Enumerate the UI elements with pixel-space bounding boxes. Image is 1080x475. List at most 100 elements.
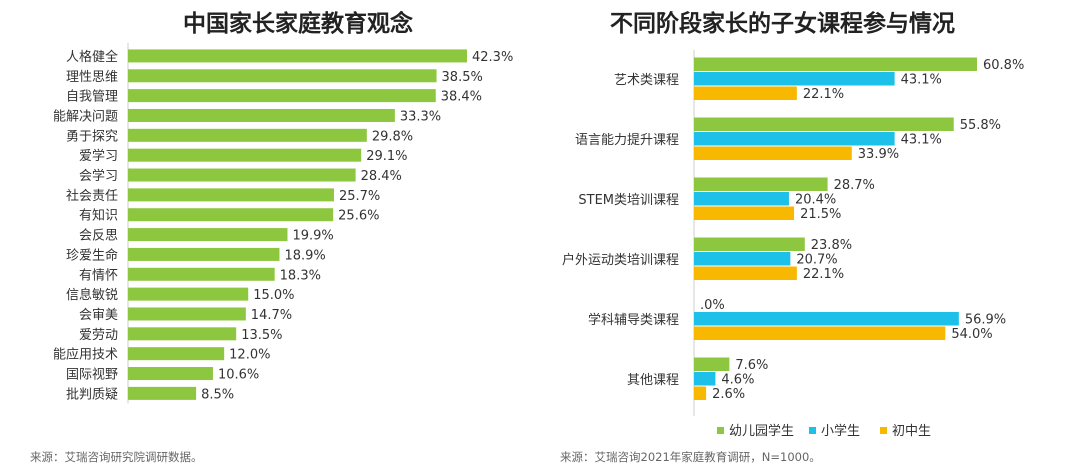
bar (694, 206, 795, 220)
data-label: 29.8% (372, 129, 413, 144)
bar (694, 146, 852, 160)
bar (128, 89, 436, 103)
bar (128, 168, 356, 182)
category-label: 会学习 (79, 168, 118, 184)
bar (694, 57, 977, 71)
data-label: 8.5% (201, 387, 234, 402)
category-label: 理性思维 (66, 70, 118, 85)
data-label: 43.1% (901, 73, 942, 88)
category-label: 勇于探究 (66, 129, 118, 144)
category-label: 其他课程 (627, 373, 679, 388)
bar (128, 49, 467, 63)
category-label: 国际视野 (66, 368, 118, 383)
category-label: 有情怀 (79, 268, 118, 283)
data-label: 18.9% (284, 248, 325, 263)
bar (694, 72, 895, 86)
category-label: 自我管理 (66, 90, 118, 105)
legend-label: 幼儿园学生 (729, 423, 794, 439)
data-label: 20.4% (795, 193, 836, 208)
category-label: 爱劳动 (79, 327, 118, 343)
data-label: 25.7% (339, 189, 380, 204)
data-label: .0% (700, 298, 725, 313)
category-label: 会反思 (79, 229, 118, 244)
data-label: 42.3% (472, 50, 513, 65)
data-label: 33.3% (400, 109, 441, 124)
category-label: 会审美 (79, 308, 118, 323)
data-label: 28.7% (834, 178, 875, 193)
bar (694, 132, 895, 146)
category-label: 语言能力提升课程 (575, 132, 679, 148)
category-label: 学科辅导类课程 (588, 312, 679, 328)
legend-swatch (809, 427, 816, 434)
data-label: 19.9% (292, 229, 333, 244)
left-bar-chart: 人格健全 42.3% 理性思维 38.5% 自我管理 38.4% 能解决问题 33.3% 勇于探… (53, 43, 513, 404)
legend-swatch (880, 427, 887, 434)
bar (128, 247, 280, 261)
data-label: 38.4% (441, 90, 482, 105)
bar (128, 208, 334, 222)
bar (128, 69, 437, 83)
data-label: 13.5% (241, 328, 282, 343)
category-label: 户外运动类培训课程 (562, 252, 679, 268)
category-label: 有知识 (79, 208, 118, 224)
data-label: 28.4% (361, 169, 402, 184)
category-label: 艺术类课程 (614, 73, 679, 88)
bar (694, 117, 954, 131)
left-source-note: 来源：艾瑞咨询研究院调研数据。 (30, 450, 203, 464)
data-label: 20.7% (796, 253, 837, 268)
data-label: 7.6% (735, 358, 768, 373)
data-label: 10.6% (218, 368, 259, 383)
category-label: 人格健全 (66, 49, 118, 65)
data-label: 4.6% (721, 373, 754, 388)
bar (694, 372, 716, 386)
bar (128, 367, 213, 381)
data-label: 22.1% (803, 267, 844, 282)
bar (694, 266, 797, 280)
bar (128, 267, 275, 281)
legend-label: 初中生 (892, 424, 931, 439)
data-label: 33.9% (858, 147, 899, 162)
category-label: 能解决问题 (53, 109, 118, 124)
category-label: STEM类培训课程 (578, 192, 679, 208)
bar (128, 327, 237, 341)
right-source-note: 来源：艾瑞咨询2021年家庭教育调研，N=1000。 (560, 450, 821, 464)
data-label: 14.7% (251, 308, 292, 323)
legend-label: 小学生 (821, 423, 860, 439)
bar (694, 86, 797, 100)
bar (128, 108, 395, 122)
data-label: 21.5% (800, 207, 841, 222)
bar (128, 347, 225, 361)
bar (128, 386, 197, 400)
data-label: 23.8% (811, 238, 852, 253)
category-label: 能应用技术 (53, 347, 118, 363)
data-label: 22.1% (803, 87, 844, 102)
data-label: 43.1% (901, 133, 942, 148)
bar (694, 237, 805, 251)
bar (128, 307, 246, 321)
data-label: 29.1% (366, 149, 407, 164)
bar (694, 386, 707, 400)
category-label: 信息敏锐 (66, 287, 118, 303)
category-label: 批判质疑 (66, 386, 118, 402)
bar (128, 287, 249, 301)
legend-swatch (717, 427, 724, 434)
data-label: 56.9% (965, 313, 1006, 328)
data-label: 55.8% (960, 118, 1001, 133)
bar (694, 192, 789, 206)
bar (694, 252, 791, 266)
data-label: 38.5% (442, 70, 483, 85)
right-chart-title: 不同阶段家长的子女课程参与情况 (610, 11, 955, 37)
bar (128, 128, 367, 142)
category-label: 社会责任 (66, 188, 118, 204)
data-label: 15.0% (253, 288, 294, 303)
bar (694, 357, 730, 371)
bar (128, 188, 334, 202)
category-label: 珍爱生命 (66, 247, 118, 263)
bar (694, 326, 946, 340)
data-label: 12.0% (229, 348, 270, 363)
bar (694, 312, 959, 326)
data-label: 54.0% (951, 327, 992, 342)
data-label: 25.6% (338, 209, 379, 224)
bar (128, 228, 288, 242)
